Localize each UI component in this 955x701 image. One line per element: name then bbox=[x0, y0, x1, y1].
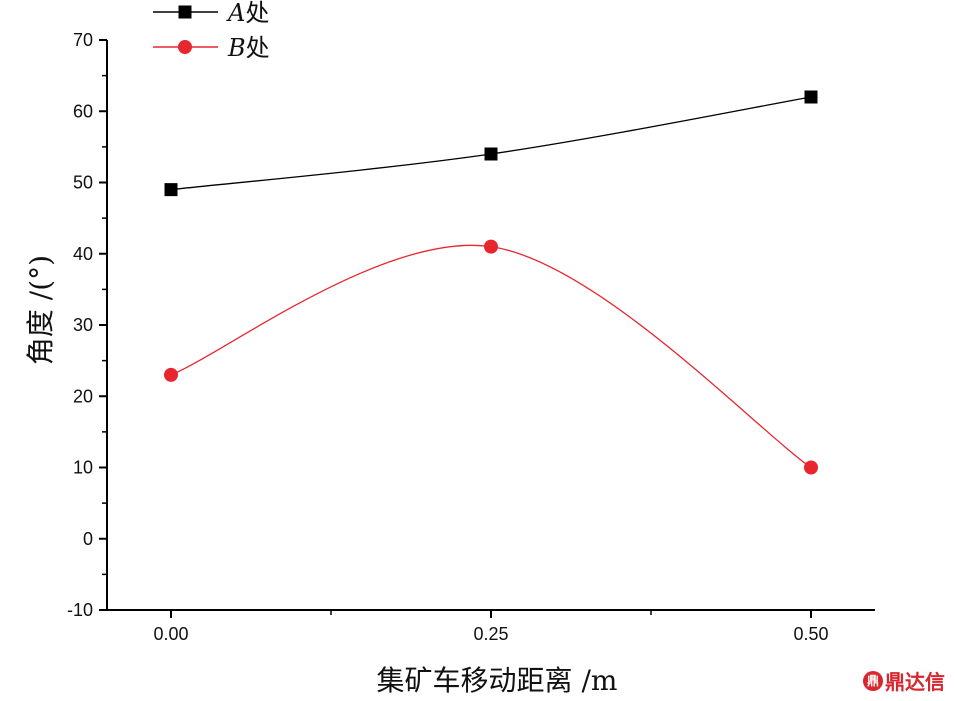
watermark-text: 鼎达信 bbox=[885, 670, 945, 694]
y-tick-label: -10 bbox=[67, 600, 93, 620]
x-tick-label: 0.50 bbox=[793, 624, 828, 644]
data-point-B bbox=[164, 367, 178, 382]
y-tick-label: 70 bbox=[73, 30, 93, 50]
legend: A处 B处 bbox=[153, 0, 270, 62]
chart-axes bbox=[106, 40, 875, 611]
y-tick-label: 20 bbox=[73, 386, 93, 406]
y-tick-label: 0 bbox=[83, 529, 93, 549]
y-tick-label: 60 bbox=[73, 101, 93, 121]
series-layer bbox=[164, 90, 818, 475]
y-axis-ticks: -10 0 10 20 30 40 50 60 70 bbox=[67, 30, 107, 620]
legend-label-A: A处 bbox=[226, 0, 269, 27]
legend-marker-B bbox=[178, 40, 192, 54]
legend-marker-A bbox=[178, 5, 192, 19]
series-line-A bbox=[170, 96, 812, 191]
y-tick-label: 10 bbox=[73, 458, 93, 478]
y-tick-label: 50 bbox=[73, 173, 93, 193]
watermark-logo-icon: 鼎 bbox=[863, 670, 883, 691]
data-point-A bbox=[164, 183, 178, 197]
y-tick-label: 30 bbox=[73, 315, 93, 335]
data-point-A bbox=[484, 147, 498, 161]
legend-label-B: B处 bbox=[227, 34, 270, 62]
series-A bbox=[164, 90, 818, 197]
x-tick-label: 0.25 bbox=[473, 624, 508, 644]
x-axis-ticks: 0.00 0.25 0.50 bbox=[153, 610, 829, 644]
legend-item-A: A处 bbox=[153, 0, 269, 27]
legend-item-B: B处 bbox=[153, 34, 270, 62]
data-point-A bbox=[804, 90, 818, 104]
x-tick-label: 0.00 bbox=[153, 624, 188, 644]
series-line-B bbox=[170, 244, 812, 469]
y-tick-label: 40 bbox=[73, 244, 93, 264]
data-point-B bbox=[804, 460, 818, 475]
watermark: 鼎 鼎达信 bbox=[863, 666, 945, 695]
data-point-B bbox=[484, 239, 498, 254]
x-axis-title: 集矿车移动距离 /m bbox=[377, 664, 618, 697]
series-B bbox=[164, 239, 818, 475]
y-axis-title: 角度 /(°) bbox=[24, 255, 57, 365]
